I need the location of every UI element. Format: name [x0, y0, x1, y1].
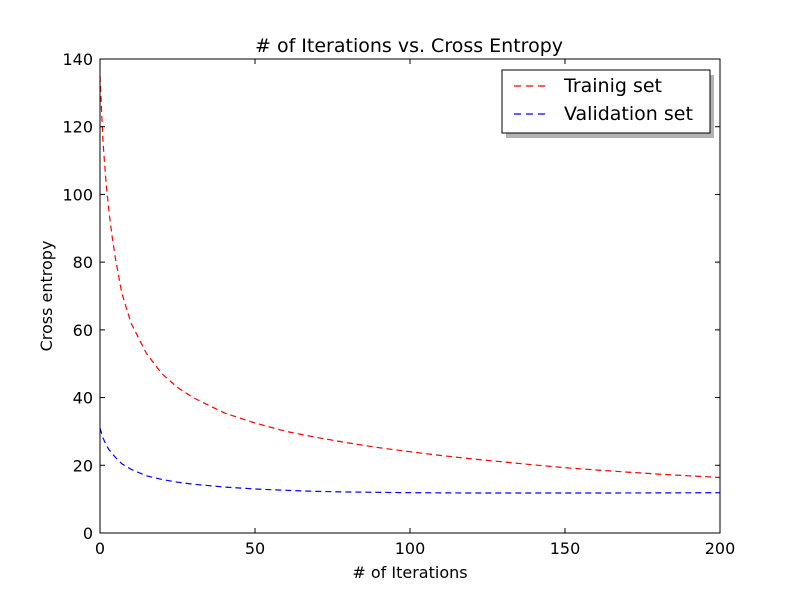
x-axis-label: # of Iterations — [352, 563, 467, 582]
y-tick-label: 40 — [73, 389, 93, 408]
series-line-1 — [99, 427, 721, 494]
chart-title: # of Iterations vs. Cross Entropy — [255, 35, 563, 57]
y-tick-label: 60 — [73, 321, 93, 340]
x-tick-label: 50 — [245, 539, 265, 558]
legend-label-training: Trainig set — [563, 75, 662, 97]
y-axis-label: Cross entropy — [37, 241, 56, 352]
y-tick-label: 100 — [62, 185, 93, 204]
y-tick-label: 140 — [62, 50, 93, 69]
x-tick-label: 100 — [395, 539, 426, 558]
x-tick-label: 150 — [550, 539, 581, 558]
y-tick-label: 80 — [73, 253, 93, 272]
series-layer — [99, 75, 721, 494]
y-tick-label: 20 — [73, 456, 93, 475]
y-tick-label: 120 — [62, 118, 93, 137]
y-tick-label: 0 — [83, 524, 93, 543]
legend-box — [501, 69, 711, 134]
legend-label-validation: Validation set — [564, 103, 693, 125]
legend: Trainig set Validation set — [501, 69, 714, 138]
x-tick-label: 200 — [705, 539, 736, 558]
y-axis: 0 20 40 60 80 100 120 140 — [62, 50, 720, 543]
x-tick-label: 0 — [95, 539, 105, 558]
x-axis: 0 50 100 150 200 — [95, 59, 735, 558]
